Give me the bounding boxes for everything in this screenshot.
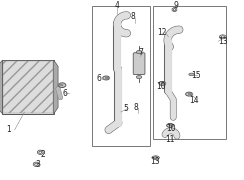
- Bar: [2, 60, 54, 114]
- Text: 4: 4: [115, 1, 120, 10]
- Ellipse shape: [136, 75, 142, 79]
- Ellipse shape: [167, 123, 173, 127]
- Bar: [3, 61, 53, 113]
- Ellipse shape: [186, 92, 193, 96]
- Bar: [152, 6, 226, 139]
- Polygon shape: [0, 60, 2, 114]
- Ellipse shape: [159, 81, 166, 85]
- Text: 11: 11: [165, 135, 174, 144]
- Text: 10: 10: [166, 125, 176, 134]
- Text: 2: 2: [40, 150, 45, 159]
- Text: 13: 13: [150, 157, 160, 166]
- Text: 6: 6: [62, 89, 67, 98]
- Text: 8: 8: [131, 12, 135, 21]
- Ellipse shape: [136, 50, 142, 54]
- Text: 9: 9: [173, 1, 178, 10]
- Ellipse shape: [59, 83, 66, 87]
- Text: 1: 1: [6, 125, 11, 134]
- Bar: [92, 6, 150, 146]
- Ellipse shape: [189, 73, 194, 76]
- Polygon shape: [54, 60, 58, 114]
- Text: 12: 12: [158, 28, 167, 37]
- Text: 3: 3: [35, 160, 40, 169]
- Text: 5: 5: [123, 104, 128, 113]
- Ellipse shape: [103, 76, 110, 80]
- Text: 10: 10: [156, 82, 166, 91]
- Text: 6: 6: [96, 74, 101, 83]
- Text: 7: 7: [138, 48, 143, 57]
- Text: 15: 15: [192, 71, 201, 80]
- Text: 14: 14: [189, 96, 199, 105]
- Text: 13: 13: [218, 37, 228, 46]
- Text: 8: 8: [133, 103, 138, 112]
- FancyBboxPatch shape: [133, 53, 145, 75]
